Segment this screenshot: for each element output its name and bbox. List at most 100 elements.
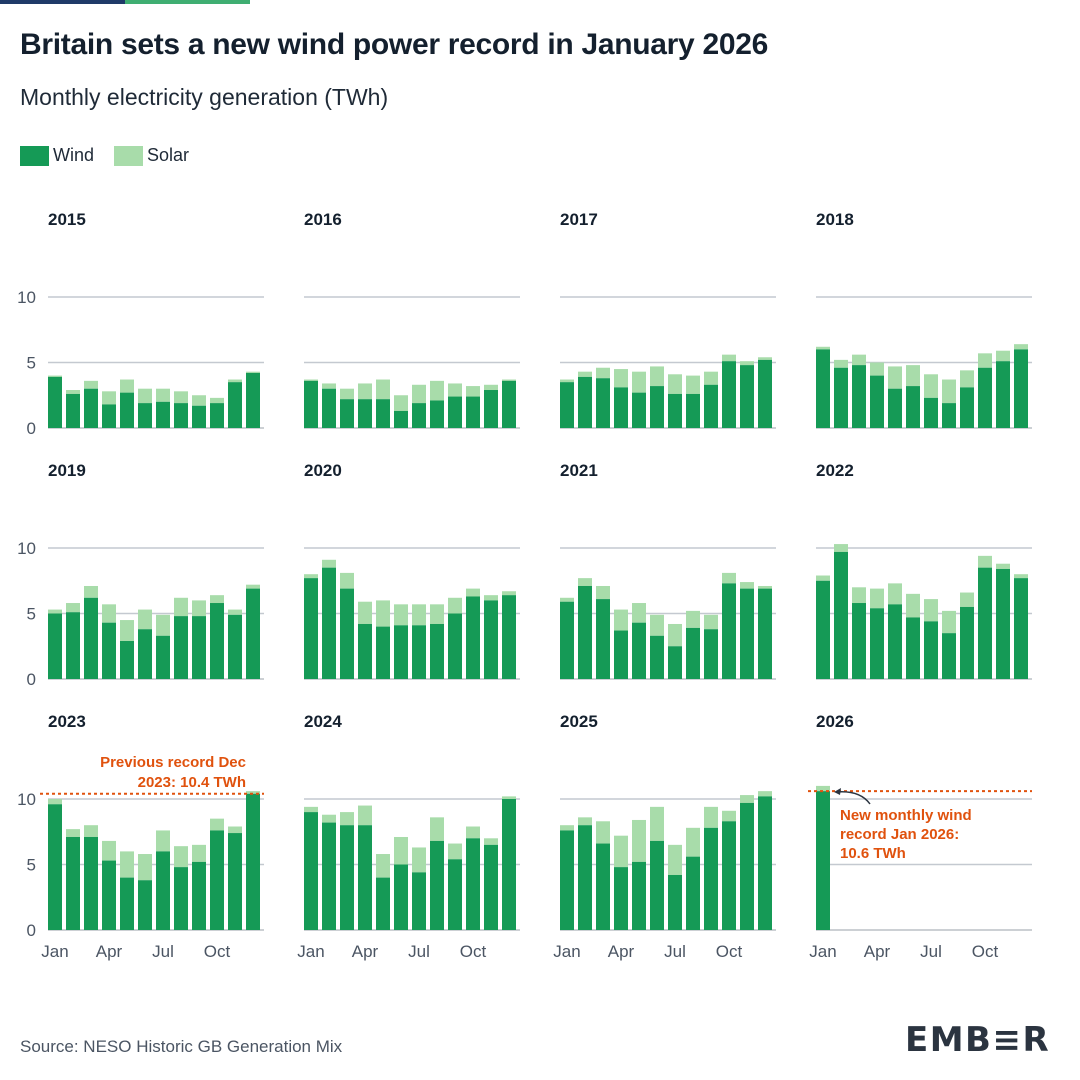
bar-wind-2023-May bbox=[120, 877, 134, 930]
bar-wind-2018-Jul bbox=[924, 397, 938, 428]
y-tick-label: 0 bbox=[27, 670, 36, 689]
bar-solar-2015-May bbox=[120, 379, 134, 393]
bar-wind-2016-Sep bbox=[448, 396, 462, 428]
bar-solar-2017-Sep bbox=[704, 371, 718, 385]
bar-solar-2024-Dec bbox=[502, 796, 516, 799]
bar-wind-2019-Nov bbox=[228, 614, 242, 679]
bar-solar-2017-May bbox=[632, 371, 646, 393]
legend-item-wind: Wind bbox=[20, 145, 94, 166]
bar-solar-2024-Feb bbox=[322, 814, 336, 823]
bar-solar-2020-Feb bbox=[322, 559, 336, 568]
annotation-2023: Previous record Dec 2023: 10.4 TWh bbox=[40, 754, 264, 795]
bar-solar-2021-Nov bbox=[740, 582, 754, 589]
bar-wind-2022-May bbox=[888, 604, 902, 679]
bar-wind-2016-May bbox=[376, 399, 390, 428]
bar-wind-2018-Nov bbox=[996, 361, 1010, 428]
x-tick-label: Jan bbox=[297, 942, 324, 961]
accent-segment-blue bbox=[0, 0, 125, 4]
x-tick-label: Oct bbox=[716, 942, 743, 961]
bar-wind-2021-Nov bbox=[740, 588, 754, 679]
annotation-arrow bbox=[835, 791, 871, 805]
bar-solar-2025-May bbox=[632, 819, 646, 862]
bar-wind-2019-Jul bbox=[156, 635, 170, 679]
bar-wind-2019-Oct bbox=[210, 603, 224, 679]
bar-wind-2022-Nov bbox=[996, 568, 1010, 679]
bar-wind-2021-Feb bbox=[578, 585, 592, 679]
bar-solar-2017-Nov bbox=[740, 361, 754, 366]
y-tick-label: 10 bbox=[17, 288, 36, 307]
bar-solar-2019-Mar bbox=[84, 585, 98, 598]
panel-2026: 2026 Jan Apr Jul Oct bbox=[809, 712, 1032, 961]
y-tick-label: 5 bbox=[27, 605, 36, 624]
bar-wind-2015-Aug bbox=[174, 403, 188, 428]
bar-wind-2015-Nov bbox=[228, 382, 242, 428]
panel-title-2020: 2020 bbox=[304, 461, 342, 480]
bar-wind-2019-Sep bbox=[192, 616, 206, 679]
bar-solar-2016-Jul bbox=[412, 384, 426, 404]
bar-solar-2019-Dec bbox=[246, 584, 260, 589]
bar-solar-2024-Mar bbox=[340, 812, 354, 826]
bar-solar-2025-Dec bbox=[758, 791, 772, 797]
top-accent-bar bbox=[0, 0, 250, 4]
bar-wind-2020-Dec bbox=[502, 595, 516, 679]
bar-solar-2023-Nov bbox=[228, 826, 242, 834]
bar-wind-2017-Jan bbox=[560, 382, 574, 428]
bar-solar-2021-May bbox=[632, 603, 646, 623]
bar-wind-2023-Feb bbox=[66, 836, 80, 930]
bar-solar-2020-Jan bbox=[304, 574, 318, 579]
bar-wind-2023-Jun bbox=[138, 880, 152, 930]
bar-wind-2019-Jan bbox=[48, 613, 62, 679]
bar-wind-2016-Aug bbox=[430, 400, 444, 428]
bar-wind-2017-Nov bbox=[740, 365, 754, 428]
bar-solar-2024-May bbox=[376, 854, 390, 878]
bar-wind-2017-May bbox=[632, 392, 646, 428]
bar-solar-2023-Jan bbox=[48, 799, 62, 805]
bar-wind-2018-Jan bbox=[816, 349, 830, 428]
bar-wind-2023-Nov bbox=[228, 833, 242, 930]
legend: Wind Solar bbox=[20, 145, 209, 166]
small-multiples-chart: 2015 0 5 10 2016 2017 2018 2019 0 5 10 2020 2021 2022… bbox=[17, 210, 1032, 961]
panel-title-2015: 2015 bbox=[48, 210, 86, 229]
bar-solar-2023-Sep bbox=[192, 844, 206, 862]
bar-wind-2017-Aug bbox=[686, 393, 700, 428]
bar-wind-2024-Dec bbox=[502, 799, 516, 930]
bar-solar-2018-Aug bbox=[942, 379, 956, 404]
bar-wind-2022-Sep bbox=[960, 606, 974, 679]
x-tick-label: Jan bbox=[553, 942, 580, 961]
bar-solar-2022-Jan bbox=[816, 575, 830, 581]
bar-solar-2021-Sep bbox=[704, 614, 718, 630]
bar-solar-2023-Oct bbox=[210, 818, 224, 831]
bar-solar-2019-Jul bbox=[156, 614, 170, 636]
chart-title: Britain sets a new wind power record in … bbox=[20, 28, 768, 61]
bar-wind-2025-Mar bbox=[596, 843, 610, 930]
bar-wind-2025-May bbox=[632, 861, 646, 930]
bar-solar-2022-Feb bbox=[834, 544, 848, 552]
bar-solar-2019-Nov bbox=[228, 609, 242, 615]
panel-2015: 2015 0 5 10 bbox=[17, 210, 264, 438]
bar-wind-2025-Jun bbox=[650, 840, 664, 930]
bar-wind-2021-Sep bbox=[704, 629, 718, 679]
bar-solar-2016-Jan bbox=[304, 379, 318, 381]
y-tick-label: 10 bbox=[17, 790, 36, 809]
bar-solar-2020-Aug bbox=[430, 604, 444, 624]
annotation-text-line: 2023: 10.4 TWh bbox=[138, 774, 246, 791]
bar-solar-2015-Aug bbox=[174, 391, 188, 404]
source-note: Source: NESO Historic GB Generation Mix bbox=[20, 1037, 343, 1056]
bar-solar-2016-Mar bbox=[340, 388, 354, 400]
bar-wind-2023-Sep bbox=[192, 861, 206, 930]
bar-solar-2023-Jun bbox=[138, 854, 152, 881]
panel-title-2016: 2016 bbox=[304, 210, 342, 229]
bar-solar-2024-Sep bbox=[448, 843, 462, 860]
bar-wind-2019-Jun bbox=[138, 629, 152, 679]
bar-solar-2015-Oct bbox=[210, 397, 224, 404]
bar-wind-2025-Jan bbox=[560, 830, 574, 930]
bar-wind-2019-Feb bbox=[66, 612, 80, 679]
bar-wind-2021-Jun bbox=[650, 635, 664, 679]
panel-2019: 2019 0 5 10 bbox=[17, 461, 264, 689]
bar-solar-2018-Nov bbox=[996, 350, 1010, 362]
bar-wind-2019-May bbox=[120, 641, 134, 679]
legend-item-solar: Solar bbox=[114, 145, 189, 166]
annotation-text-line: record Jan 2026: bbox=[840, 826, 959, 843]
bar-wind-2020-Apr bbox=[358, 623, 372, 679]
bar-wind-2016-Jun bbox=[394, 410, 408, 428]
